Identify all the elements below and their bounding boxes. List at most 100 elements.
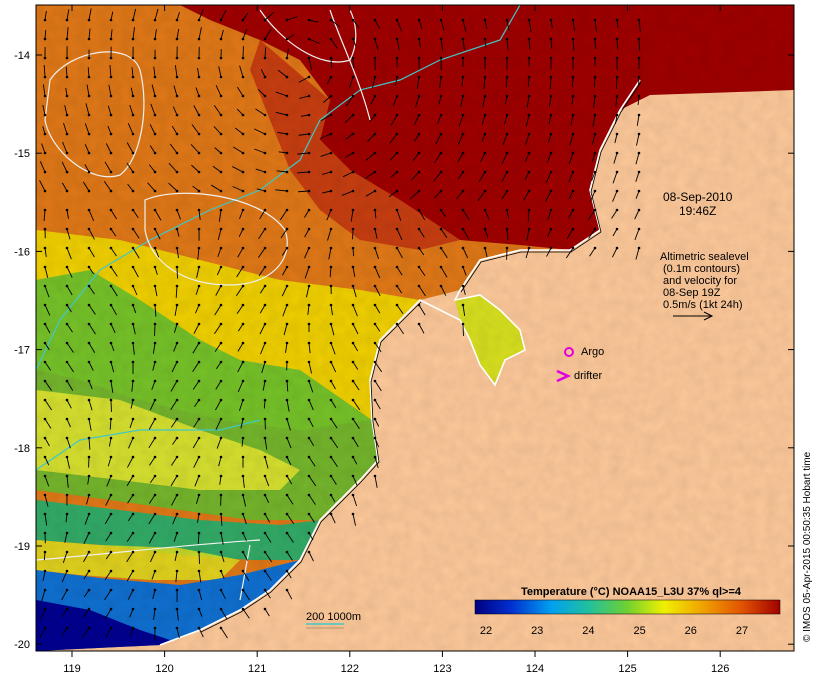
- velocity-arrow: [440, 266, 448, 278]
- velocity-arrow: [110, 209, 117, 220]
- velocity-arrow: [107, 456, 112, 467]
- velocity-arrow-head: [615, 170, 619, 174]
- velocity-arrow-head: [131, 303, 135, 307]
- velocity-arrow-head: [329, 284, 333, 288]
- velocity-arrow: [127, 123, 134, 135]
- velocity-arrow: [418, 304, 426, 316]
- velocity-arrow: [352, 342, 359, 352]
- velocity-arrow-head: [395, 303, 399, 307]
- velocity-arrow: [418, 228, 425, 238]
- velocity-arrow: [190, 144, 200, 154]
- velocity-arrow-head: [241, 607, 245, 611]
- velocity-arrow-head: [329, 132, 333, 136]
- velocity-arrow: [191, 124, 200, 135]
- velocity-arrow-head: [329, 322, 333, 326]
- velocity-arrow: [568, 209, 574, 219]
- drifter-marker[interactable]: [556, 369, 572, 383]
- velocity-arrow-head: [65, 341, 69, 345]
- velocity-arrow: [215, 84, 222, 97]
- velocity-arrow: [345, 133, 354, 140]
- velocity-arrow-head: [549, 246, 553, 250]
- velocity-arrow: [437, 114, 442, 124]
- velocity-arrow-head: [351, 227, 355, 231]
- date-label: 08-Sep-2010: [663, 190, 733, 204]
- velocity-arrow: [570, 114, 574, 126]
- velocity-arrow-head: [197, 303, 201, 307]
- velocity-arrow-head: [65, 94, 69, 98]
- velocity-arrow: [193, 105, 200, 116]
- velocity-arrow: [568, 190, 574, 200]
- velocity-arrow-head: [285, 474, 289, 478]
- velocity-arrow-head: [153, 512, 157, 516]
- velocity-arrow-head: [417, 37, 421, 41]
- velocity-arrow-head: [241, 189, 245, 193]
- velocity-arrow-head: [219, 113, 223, 117]
- velocity-arrow-head: [87, 265, 91, 269]
- velocity-arrow: [170, 399, 178, 411]
- velocity-arrow-head: [131, 379, 135, 383]
- velocity-arrow-head: [307, 455, 311, 459]
- velocity-arrow-head: [87, 379, 91, 383]
- velocity-arrow-head: [65, 265, 69, 269]
- argo-marker[interactable]: [564, 347, 574, 357]
- velocity-arrow: [352, 494, 358, 507]
- velocity-arrow-head: [571, 37, 575, 41]
- velocity-arrow-head: [505, 75, 509, 79]
- velocity-arrow-head: [197, 132, 201, 136]
- velocity-arrow-head: [197, 208, 201, 212]
- velocity-arrow: [588, 228, 596, 239]
- velocity-arrow: [194, 475, 200, 487]
- velocity-arrow: [39, 161, 46, 173]
- velocity-arrow: [127, 513, 134, 522]
- velocity-arrow: [66, 209, 70, 219]
- velocity-arrow-head: [43, 151, 47, 155]
- velocity-arrow-head: [527, 37, 531, 41]
- velocity-arrow: [396, 247, 403, 259]
- velocity-arrow: [275, 111, 288, 116]
- velocity-arrow: [132, 209, 139, 219]
- velocity-arrow: [258, 266, 266, 277]
- velocity-arrow: [130, 87, 134, 97]
- velocity-arrow: [396, 19, 402, 32]
- velocity-arrow: [110, 29, 113, 40]
- velocity-arrow-head: [175, 246, 179, 250]
- velocity-arrow-head: [527, 227, 531, 231]
- velocity-arrow-head: [263, 94, 267, 98]
- velocity-arrow-head: [131, 607, 135, 611]
- velocity-arrow: [505, 95, 508, 105]
- velocity-arrow-head: [307, 265, 311, 269]
- velocity-arrow-head: [483, 170, 487, 174]
- velocity-arrow: [132, 323, 136, 335]
- velocity-arrow-head: [593, 18, 597, 22]
- velocity-arrow-head: [329, 474, 333, 478]
- velocity-arrow-head: [65, 189, 69, 193]
- velocity-arrow-head: [153, 626, 157, 630]
- velocity-arrow-head: [351, 284, 355, 288]
- velocity-arrow-head: [329, 303, 333, 307]
- velocity-arrow: [352, 38, 357, 47]
- velocity-arrow: [237, 86, 244, 97]
- velocity-arrow-head: [175, 417, 179, 421]
- velocity-arrow-head: [461, 37, 465, 41]
- velocity-arrow: [84, 123, 90, 135]
- velocity-arrow-head: [373, 189, 377, 193]
- y-tick-label: -19: [14, 541, 30, 553]
- velocity-arrow: [195, 87, 200, 97]
- velocity-arrow: [170, 475, 178, 487]
- velocity-arrow: [374, 361, 383, 373]
- velocity-arrow: [352, 19, 360, 29]
- velocity-arrow: [396, 285, 403, 294]
- velocity-arrow: [198, 570, 202, 583]
- velocity-arrow: [44, 29, 47, 40]
- velocity-arrow-head: [175, 512, 179, 516]
- velocity-arrow-head: [285, 512, 289, 516]
- velocity-arrow: [277, 131, 288, 135]
- velocity-arrow: [241, 437, 244, 447]
- velocity-arrow-head: [65, 607, 69, 611]
- velocity-arrow-head: [43, 18, 47, 22]
- velocity-arrow-head: [461, 303, 465, 307]
- velocity-arrow: [308, 475, 317, 487]
- velocity-arrow-head: [43, 436, 47, 440]
- velocity-arrow: [149, 124, 156, 135]
- argo-label: Argo: [581, 346, 604, 358]
